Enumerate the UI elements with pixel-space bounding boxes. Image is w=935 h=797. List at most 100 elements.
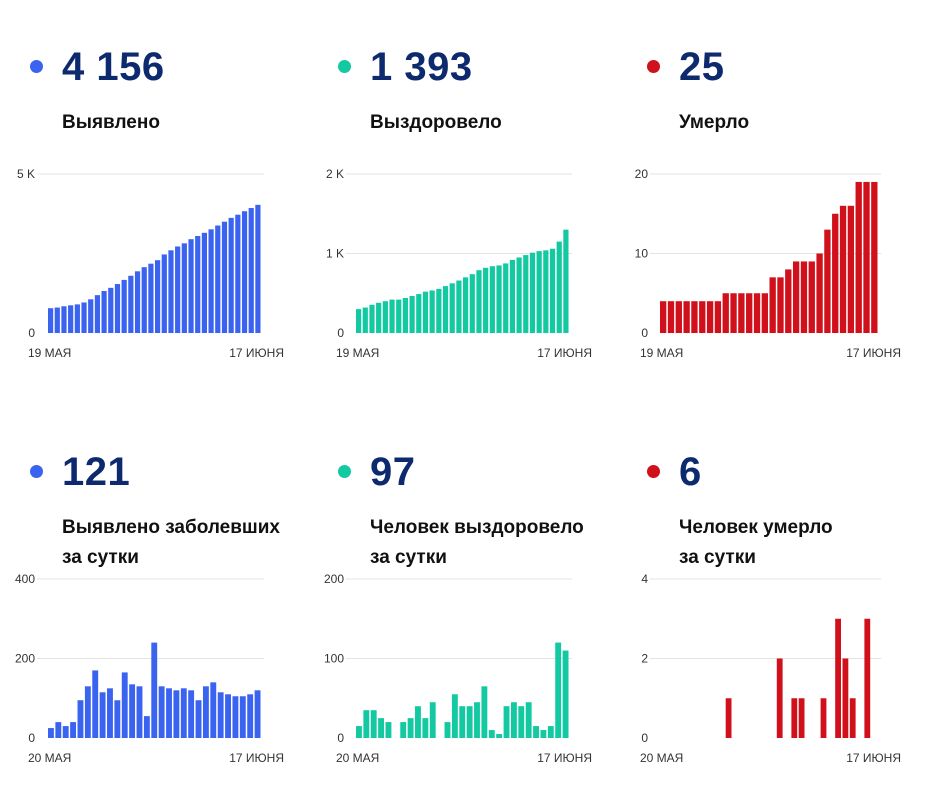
bar — [241, 211, 248, 333]
bar — [510, 702, 517, 738]
bar — [549, 248, 556, 333]
x-tick-label-end: 17 ИЮНЯ — [537, 346, 592, 360]
y-tick-label: 200 — [15, 652, 35, 666]
bar — [363, 710, 370, 738]
x-tick-label-end: 17 ИЮНЯ — [229, 346, 284, 360]
x-tick-label-start: 20 МАЯ — [28, 751, 71, 765]
bar — [202, 686, 209, 738]
bar — [422, 718, 429, 739]
bullet-dot-icon — [30, 465, 43, 478]
x-tick-label-end: 17 ИЮНЯ — [846, 346, 901, 360]
stat-label: Выявлено заболевших — [62, 517, 280, 538]
bar — [785, 269, 792, 333]
bar — [208, 229, 214, 333]
bar — [181, 243, 187, 333]
bar — [442, 286, 449, 333]
stat-label: за сутки — [370, 547, 447, 568]
x-tick-label-start: 19 МАЯ — [28, 346, 71, 360]
bar — [469, 274, 475, 333]
bar — [210, 682, 217, 738]
bar — [730, 293, 737, 333]
y-tick-label: 5 K — [17, 167, 35, 181]
bar — [691, 301, 698, 333]
bar — [483, 267, 489, 333]
bar — [108, 287, 114, 333]
bar — [839, 205, 847, 333]
bar-chart-recovered-total: 0 1 K 2 K 19 МАЯ 17 ИЮНЯ — [326, 167, 592, 360]
bar — [70, 722, 77, 738]
bar — [842, 658, 849, 738]
y-tick-label: 2 K — [326, 167, 344, 181]
bar — [84, 686, 91, 738]
bar — [543, 250, 549, 333]
bar — [134, 271, 141, 333]
bullet-dot-icon — [647, 465, 660, 478]
bar — [101, 291, 107, 333]
bar — [370, 710, 377, 738]
bar — [725, 698, 732, 738]
bar — [675, 301, 682, 333]
bar — [385, 722, 392, 738]
bar — [407, 718, 414, 739]
bar — [128, 275, 134, 333]
bar — [136, 686, 143, 738]
stat-value: 4 156 — [62, 45, 165, 89]
bar — [835, 618, 841, 738]
bar — [247, 694, 254, 739]
bar — [161, 254, 167, 333]
x-tick-label-end: 17 ИЮНЯ — [229, 751, 284, 765]
bar — [451, 694, 458, 739]
bar — [518, 706, 525, 738]
bar — [54, 307, 60, 333]
bar — [175, 246, 181, 333]
bar — [509, 259, 515, 333]
stat-value: 97 — [370, 450, 416, 494]
y-tick-label: 2 — [641, 652, 648, 666]
bar — [824, 229, 831, 333]
bar — [816, 253, 823, 333]
stat-card-recovered-daily: 97 Человек выздоровело за сутки — [308, 405, 608, 785]
bar — [496, 265, 502, 333]
bar — [195, 700, 202, 738]
bar — [481, 686, 488, 738]
stat-card-died-total: 25 Умерло — [617, 0, 917, 380]
bar — [239, 696, 246, 738]
bar — [746, 293, 753, 333]
bullet-dot-icon — [647, 60, 660, 73]
bar — [356, 309, 362, 333]
y-tick-label: 400 — [15, 572, 35, 586]
bar — [523, 255, 529, 333]
bar — [255, 204, 261, 333]
x-tick-label-end: 17 ИЮНЯ — [537, 751, 592, 765]
bar — [503, 263, 509, 333]
stat-label: Человек умерло — [679, 517, 833, 538]
x-tick-label-end: 17 ИЮНЯ — [846, 751, 901, 765]
bar — [422, 291, 429, 333]
bar — [400, 722, 407, 738]
bar — [68, 305, 74, 333]
stat-label: за сутки — [62, 547, 139, 568]
bar — [516, 257, 522, 333]
bar — [166, 688, 172, 738]
bar — [792, 261, 800, 333]
y-tick-label: 100 — [324, 652, 344, 666]
bar — [667, 301, 675, 333]
bar — [536, 251, 542, 333]
bar — [121, 672, 128, 738]
bar — [158, 686, 165, 738]
bar — [503, 706, 510, 738]
bar — [92, 670, 99, 738]
bar — [143, 716, 150, 738]
bar — [533, 726, 539, 738]
bullet-dot-icon — [30, 60, 43, 73]
bar — [529, 252, 536, 333]
x-tick-label-start: 20 МАЯ — [640, 751, 683, 765]
bar — [489, 266, 495, 333]
y-tick-label: 10 — [635, 247, 649, 261]
bar — [722, 293, 729, 333]
stat-label: Выздоровело — [370, 112, 502, 133]
bar — [706, 301, 714, 333]
stat-card-detected-daily: 121 Выявлено заболевших за сутки — [0, 405, 300, 785]
bar — [356, 726, 362, 738]
bar — [254, 690, 261, 738]
